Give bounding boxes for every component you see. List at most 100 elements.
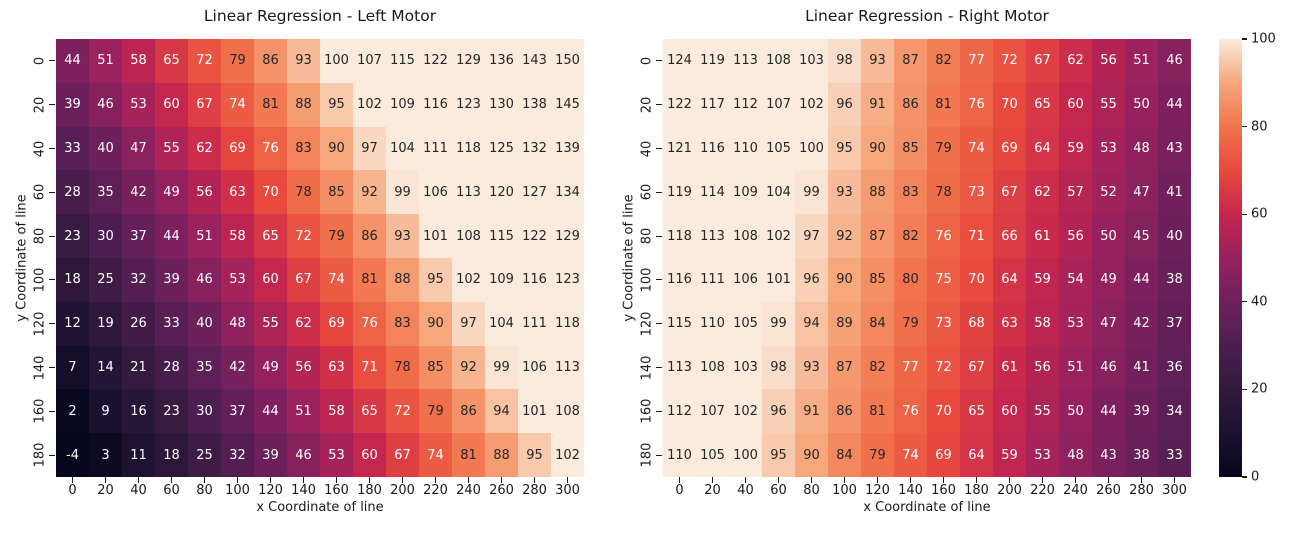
x-tick-mark [500, 477, 503, 483]
y-tick-mark [49, 410, 55, 412]
heatmap-cell: 63 [993, 301, 1026, 346]
heatmap-cell: 62 [287, 301, 320, 346]
heatmap-cell: 74 [960, 126, 993, 171]
heatmap-cell: 88 [485, 433, 518, 477]
heatmap-cell: 118 [663, 214, 696, 258]
y-tick-label: 160 [639, 398, 655, 424]
heatmap-cell: 37 [1158, 301, 1191, 346]
heatmap-cell: 25 [89, 257, 122, 302]
heatmap-cell: 85 [419, 345, 452, 390]
y-tick-mark [49, 104, 55, 106]
heatmap-cell: 70 [254, 170, 287, 215]
heatmap-cell: 30 [89, 214, 122, 258]
heatmap-cell: 54 [1059, 257, 1092, 302]
heatmap-cell: 43 [1092, 433, 1125, 477]
heatmap-cell: 70 [993, 82, 1026, 127]
y-tick-mark [49, 323, 55, 325]
heatmap-cell: 96 [828, 82, 861, 127]
x-tick-mark [269, 477, 272, 483]
x-tick-mark [975, 477, 978, 483]
heatmap-cell: 83 [386, 301, 419, 346]
x-tick-label: 220 [1030, 483, 1055, 498]
heatmap-cell: 66 [993, 214, 1026, 258]
heatmap-cell: 60 [993, 389, 1026, 434]
x-tick-label: 100 [225, 483, 250, 498]
heatmap-cell: 102 [762, 214, 795, 258]
heatmap-cell: 70 [960, 257, 993, 302]
heatmap-cell: 79 [861, 433, 894, 477]
heatmap-cell: 95 [518, 433, 551, 477]
heatmap-cell: 46 [287, 433, 320, 477]
heatmap-cell: 124 [663, 39, 696, 83]
x-tick-mark [170, 477, 173, 483]
heatmap-cell: 136 [485, 39, 518, 83]
x-tick-label: 0 [675, 483, 684, 498]
heatmap-cell: 74 [320, 257, 353, 302]
y-tick-label: 0 [32, 56, 48, 66]
heatmap-cell: 67 [188, 82, 221, 127]
heatmap-cell: 113 [663, 345, 696, 390]
x-tick-label: 140 [291, 483, 316, 498]
colorbar-gradient [1219, 39, 1242, 477]
heatmap-cell: 125 [485, 126, 518, 171]
heatmap-cell: 7 [56, 345, 89, 390]
x-tick-mark [678, 477, 681, 483]
heatmap-cell: 86 [828, 389, 861, 434]
heatmap-cell: 120 [485, 170, 518, 215]
colorbar-tick-mark [1242, 301, 1247, 303]
heatmap-cell: 42 [221, 345, 254, 390]
x-tick-label: 140 [898, 483, 923, 498]
heatmap-cell: 67 [960, 345, 993, 390]
heatmap-cell: 58 [122, 39, 155, 83]
heatmap-cell: 104 [762, 170, 795, 215]
heatmap-cell: 105 [696, 433, 729, 477]
heatmap-cell: 53 [320, 433, 353, 477]
heatmap-cell: 56 [1059, 214, 1092, 258]
heatmap-cell: 103 [795, 39, 828, 83]
colorbar-tick-label: 100 [1251, 31, 1276, 47]
heatmap-cell: 67 [287, 257, 320, 302]
heatmap-cell: 117 [696, 82, 729, 127]
x-tick-mark [467, 477, 470, 483]
heatmap-cell: 69 [221, 126, 254, 171]
heatmap-cell: 77 [960, 39, 993, 83]
heatmap-cell: 44 [1092, 389, 1125, 434]
heatmap-cell: 46 [188, 257, 221, 302]
heatmap-cell: 72 [287, 214, 320, 258]
heatmap-cell: 28 [56, 170, 89, 215]
heatmap-cell: 61 [993, 345, 1026, 390]
heatmap-cell: 61 [1026, 214, 1059, 258]
y-tick-label: 40 [32, 140, 48, 157]
heatmap-cell: 119 [663, 170, 696, 215]
heatmap-cell: 91 [795, 389, 828, 434]
heatmap-cell: 99 [762, 301, 795, 346]
y-tick-label: 80 [32, 227, 48, 245]
x-tick-mark [533, 477, 536, 483]
heatmap-cell: 81 [254, 82, 287, 127]
heatmap-cell: 97 [795, 214, 828, 258]
heatmap-cell: 41 [1158, 170, 1191, 215]
heatmap-cell: 52 [1092, 170, 1125, 215]
y-tick-mark [49, 235, 55, 237]
heatmap-cell: 92 [353, 170, 386, 215]
heatmap-cell: 121 [663, 126, 696, 171]
heatmap-cell: 78 [287, 170, 320, 215]
heatmap-cell: 105 [729, 301, 762, 346]
heatmap-cell: 88 [287, 82, 320, 127]
heatmap-cell: 116 [696, 126, 729, 171]
x-tick-label: 120 [865, 483, 890, 498]
heatmap-cell: 90 [861, 126, 894, 171]
heatmap-cell: 49 [155, 170, 188, 215]
heatmap-cell: 48 [1125, 126, 1158, 171]
heatmap-cell: 60 [254, 257, 287, 302]
heatmap-cell: 28 [155, 345, 188, 390]
heatmap-cell: 103 [729, 345, 762, 390]
y-tick-mark [656, 279, 662, 281]
heatmap-cell: 77 [894, 345, 927, 390]
heatmap-cell: -4 [56, 433, 89, 477]
x-tick-label: 240 [1063, 483, 1088, 498]
heatmap-cell: 44 [56, 39, 89, 83]
heatmap-cell: 53 [122, 82, 155, 127]
heatmap-cell: 106 [518, 345, 551, 390]
